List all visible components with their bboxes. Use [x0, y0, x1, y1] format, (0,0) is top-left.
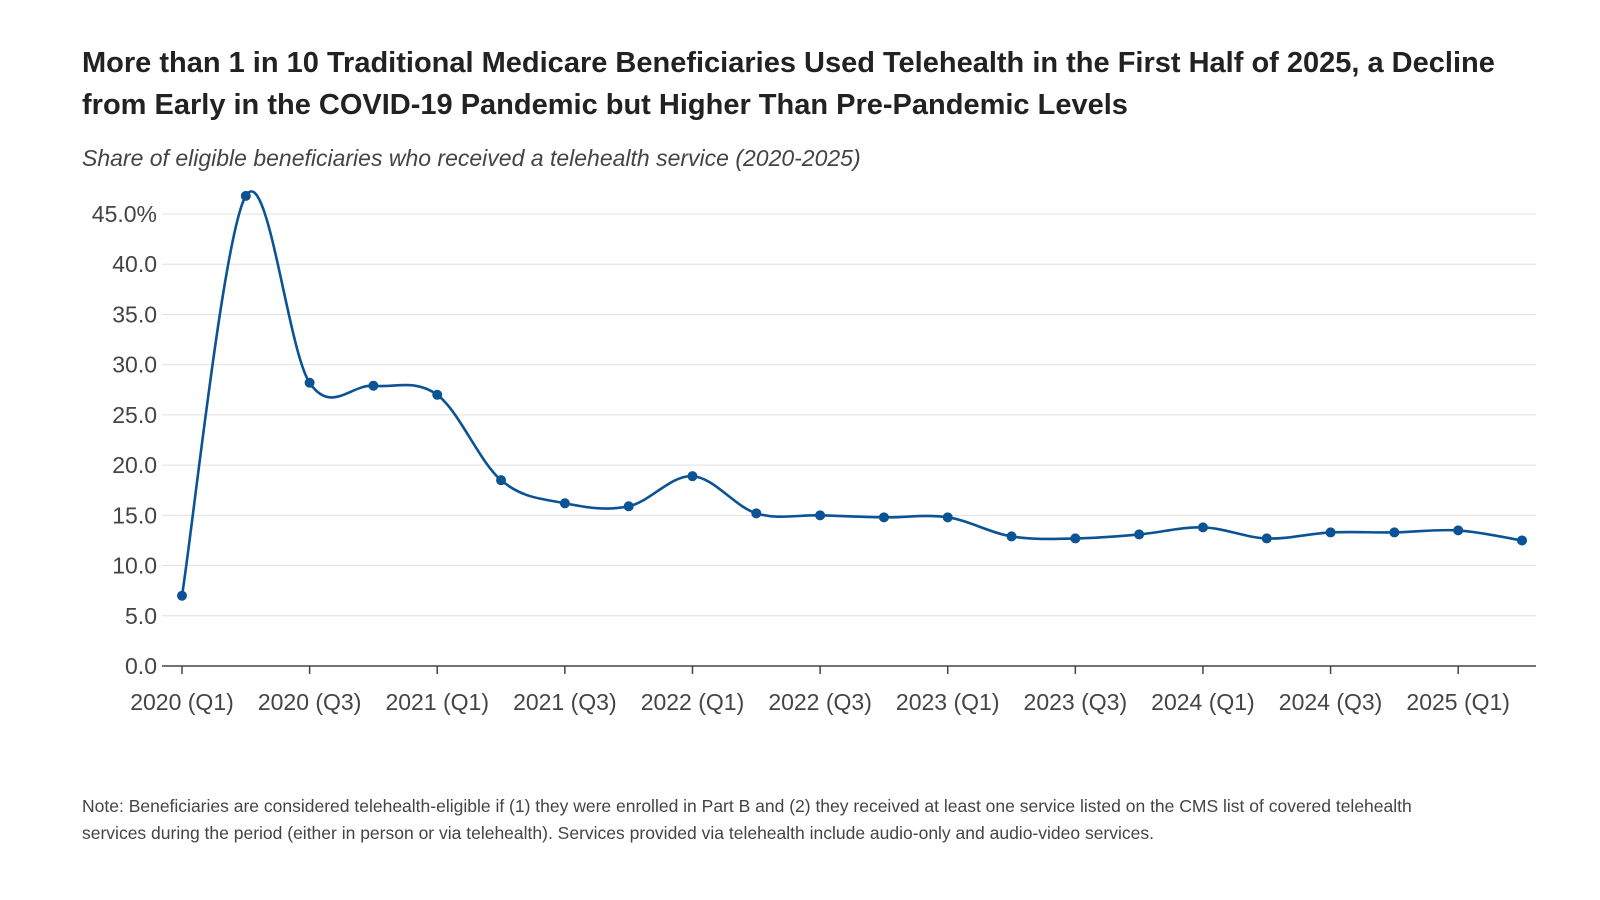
data-point[interactable] — [1006, 531, 1017, 542]
chart-subtitle: Share of eligible beneficiaries who rece… — [82, 145, 861, 171]
data-points — [177, 190, 1527, 601]
x-tick-label: 2020 (Q1) — [130, 689, 234, 715]
gridlines — [162, 213, 1536, 617]
data-point[interactable] — [432, 389, 443, 400]
data-point[interactable] — [815, 510, 826, 521]
x-tick-label: 2020 (Q3) — [258, 689, 362, 715]
y-tick-label: 0.0 — [125, 653, 157, 679]
data-point[interactable] — [1517, 535, 1527, 546]
x-tick-label: 2023 (Q1) — [896, 689, 1000, 715]
data-point[interactable] — [687, 471, 698, 482]
data-point[interactable] — [1261, 533, 1272, 544]
x-tick-label: 2024 (Q3) — [1279, 689, 1383, 715]
chart-note: Note: Beneficiaries are considered teleh… — [82, 796, 1412, 843]
x-tick-label: 2024 (Q1) — [1151, 689, 1255, 715]
data-point[interactable] — [496, 475, 507, 486]
x-tick-label: 2022 (Q3) — [768, 689, 872, 715]
x-axis: 2020 (Q1) 2020 (Q3) 2021 (Q1) 2021 (Q3) 2022… — [130, 665, 1536, 715]
y-tick-label: 40.0 — [112, 251, 157, 277]
data-point[interactable] — [751, 508, 762, 519]
telehealth-line-chart: 0.05.010.015.020.025.030.035.040.045.0% … — [92, 190, 1536, 715]
x-tick-label: 2022 (Q1) — [641, 689, 745, 715]
data-point[interactable] — [1389, 527, 1400, 538]
data-point[interactable] — [368, 380, 379, 391]
x-tick-label: 2021 (Q3) — [513, 689, 617, 715]
y-tick-label: 35.0 — [112, 301, 157, 327]
y-tick-label: 20.0 — [112, 452, 157, 478]
data-point[interactable] — [240, 190, 251, 201]
y-tick-label: 45.0% — [92, 201, 157, 227]
data-point[interactable] — [1070, 533, 1081, 544]
y-axis-labels: 0.0 5.0 10.0 15.0 20.0 25.0 30.0 35.0 40.0 45.0% — [92, 201, 157, 679]
y-tick-label: 5.0 — [125, 603, 157, 629]
data-point[interactable] — [559, 498, 570, 509]
series-line-group — [180, 190, 1524, 597]
chart-title: More than 1 in 10 Traditional Medicare B… — [82, 47, 1495, 121]
data-point[interactable] — [1197, 522, 1208, 533]
data-point[interactable] — [304, 377, 315, 388]
data-point[interactable] — [177, 590, 187, 601]
y-tick-label: 10.0 — [112, 553, 157, 579]
x-tick-label: 2023 (Q3) — [1024, 689, 1128, 715]
x-tick-label: 2025 (Q1) — [1406, 689, 1510, 715]
x-tick-label: 2021 (Q1) — [385, 689, 489, 715]
data-point[interactable] — [1134, 529, 1145, 540]
y-tick-label: 25.0 — [112, 402, 157, 428]
y-tick-label: 15.0 — [112, 502, 157, 528]
data-point[interactable] — [1453, 525, 1464, 536]
data-point[interactable] — [942, 512, 953, 523]
data-point[interactable] — [1325, 527, 1336, 538]
series-line — [180, 190, 1524, 597]
y-tick-label: 30.0 — [112, 352, 157, 378]
data-point[interactable] — [878, 512, 889, 523]
data-point[interactable] — [623, 501, 634, 512]
